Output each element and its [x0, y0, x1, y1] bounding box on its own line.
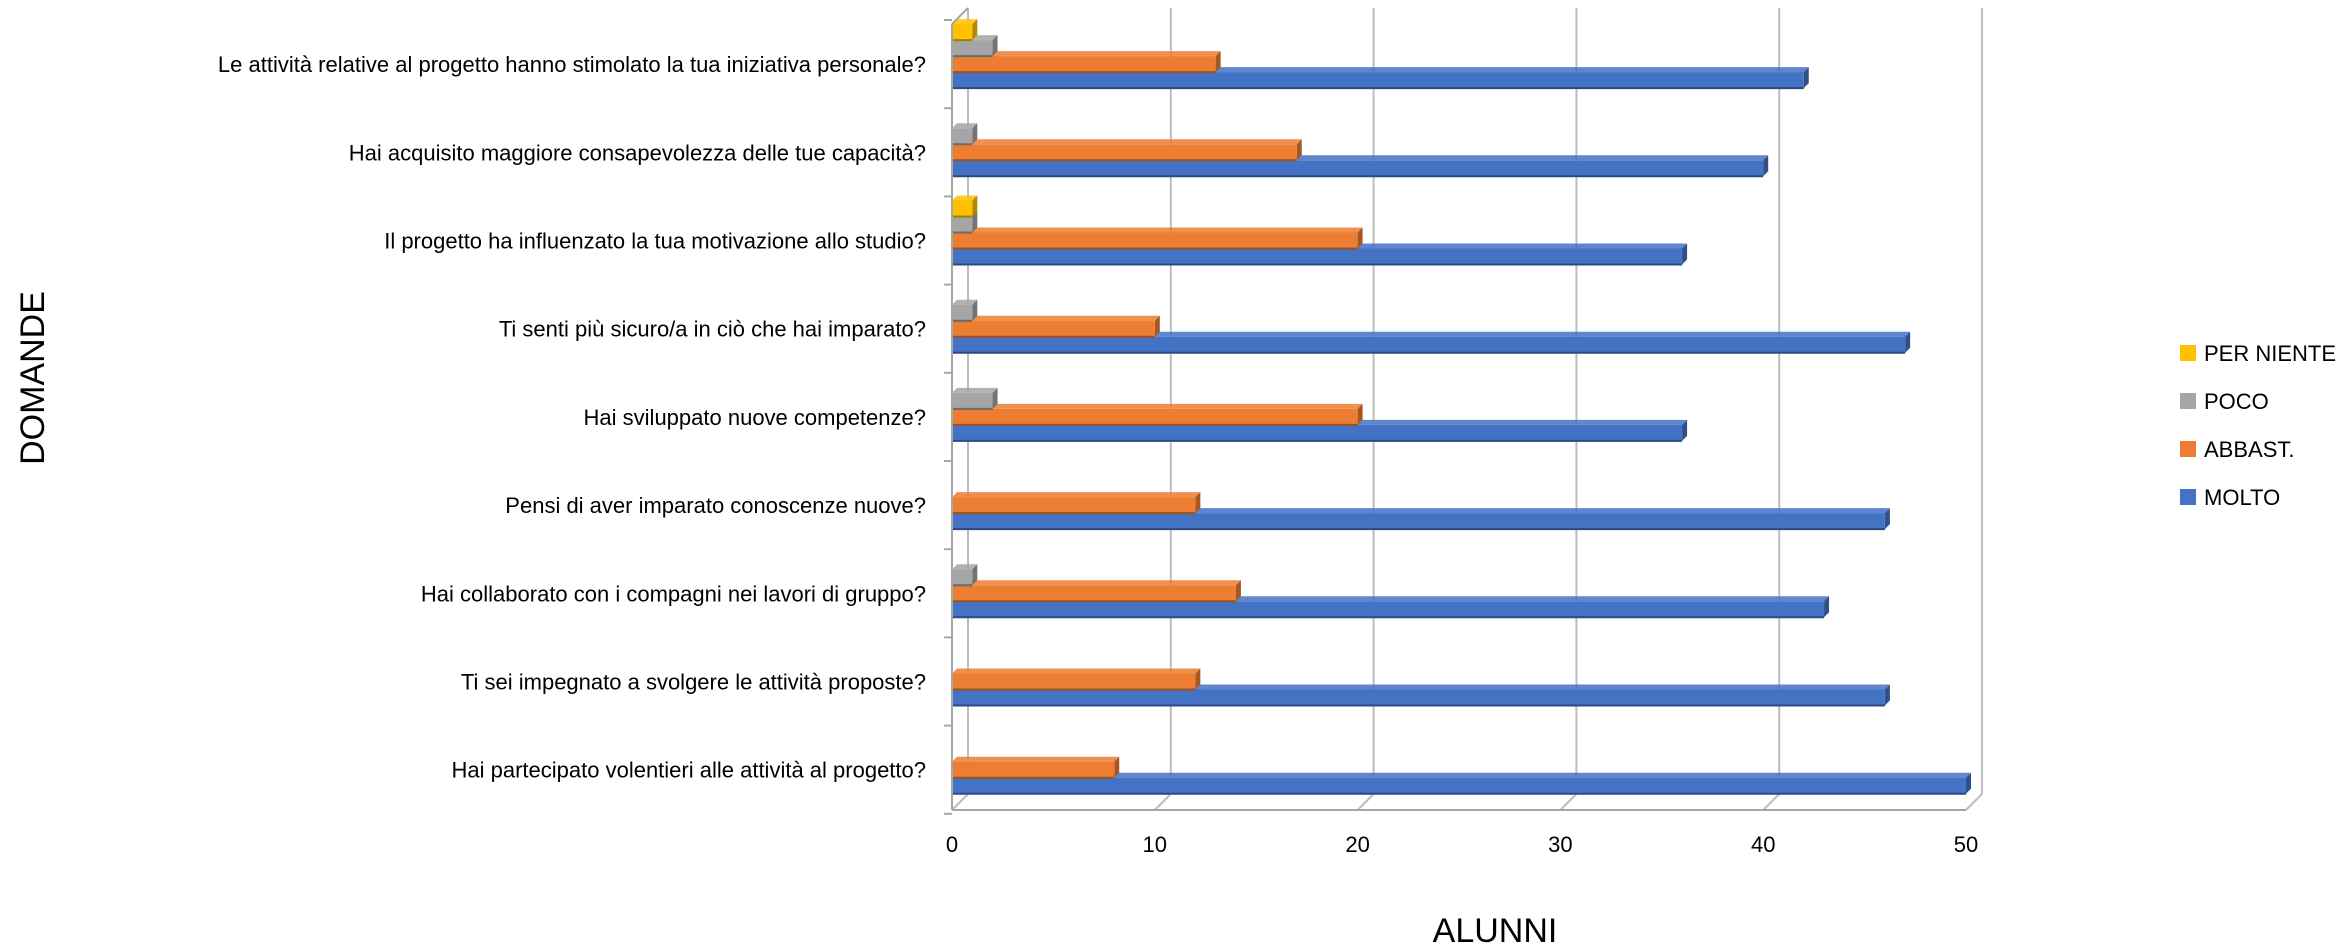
bar-abbast — [952, 668, 1201, 691]
floor-line-20 — [1356, 793, 1375, 811]
bar-face — [952, 128, 973, 145]
bar-poco — [952, 387, 998, 410]
bar-face — [952, 232, 1358, 249]
bar-face — [952, 200, 973, 217]
bar-abbast — [952, 227, 1363, 250]
bar-face — [952, 689, 1885, 706]
category-label: Ti senti più sicuro/a in ciò che hai imp… — [499, 317, 926, 342]
y-axis-title: DOMANDE — [14, 291, 52, 465]
legend-item: MOLTO — [2180, 485, 2280, 510]
x-axis-title: ALUNNI — [1433, 912, 1558, 946]
bar-abbast — [952, 492, 1201, 515]
category-label: Ti sei impegnato a svolgere le attività … — [461, 670, 926, 695]
bar-abbast — [952, 580, 1241, 603]
bar-face — [952, 24, 973, 41]
legend-swatch — [2180, 393, 2196, 409]
bar-face — [952, 761, 1115, 778]
bar-face — [952, 497, 1196, 514]
bar-face — [952, 336, 1906, 353]
x-tick-label: 30 — [1548, 832, 1572, 857]
bar-face — [952, 320, 1155, 337]
legend-item: ABBAST. — [2180, 437, 2294, 462]
bar-face — [952, 513, 1885, 530]
y-axis-depth — [951, 7, 969, 25]
bar-face — [952, 424, 1683, 441]
floor-line-40 — [1762, 793, 1780, 811]
bar-face — [952, 392, 993, 409]
x-tick-label: 10 — [1143, 832, 1167, 857]
x-tick-label: 50 — [1954, 832, 1978, 857]
bar-face — [952, 144, 1297, 161]
legend-label: POCO — [2204, 389, 2269, 414]
category-labels: Hai partecipato volentieri alle attività… — [218, 52, 926, 783]
category-label: Hai partecipato volentieri alle attività… — [452, 758, 927, 783]
bar-face — [952, 601, 1825, 618]
bar-poco — [952, 564, 978, 587]
bar-face — [952, 40, 993, 57]
bar-face — [952, 248, 1683, 265]
category-label: Le attività relative al progetto hanno s… — [218, 52, 926, 77]
floor-line-30 — [1559, 793, 1578, 811]
bar-abbast — [952, 315, 1160, 338]
legend-swatch — [2180, 441, 2196, 457]
category-label: Hai sviluppato nuove competenze? — [584, 405, 926, 430]
bar-face — [952, 408, 1358, 425]
bar-abbast — [952, 756, 1120, 779]
category-label: Pensi di aver imparato conoscenze nuove? — [505, 493, 926, 518]
bar-molto — [952, 772, 1971, 795]
legend-swatch — [2180, 345, 2196, 361]
legend: PER NIENTE POCO ABBAST. MOLTO — [2180, 341, 2336, 510]
x-tick-labels: 0 10 20 30 40 50 — [946, 832, 1978, 857]
legend-item: PER NIENTE — [2180, 341, 2336, 366]
bar-abbast — [952, 139, 1302, 162]
bars — [952, 19, 1971, 795]
floor-line-10 — [1154, 793, 1172, 811]
x-tick-label: 40 — [1751, 832, 1775, 857]
floor-line-50 — [1965, 793, 1983, 811]
bar-poco — [952, 123, 978, 146]
bar-poco — [952, 299, 978, 322]
bar-abbast — [952, 51, 1221, 74]
legend-label: MOLTO — [2204, 485, 2280, 510]
category-label: Il progetto ha influenzato la tua motiva… — [384, 229, 926, 254]
bar-face — [952, 72, 1804, 89]
bar-face — [952, 569, 973, 586]
bar-per-niente — [952, 195, 978, 218]
floor-line-0 — [951, 793, 969, 811]
gridlines — [951, 8, 1983, 811]
legend-label: ABBAST. — [2204, 437, 2294, 462]
bar-per-niente — [952, 19, 978, 42]
category-label: Hai acquisito maggiore consapevolezza de… — [349, 140, 926, 165]
bar-molto — [952, 331, 1911, 354]
axes — [944, 7, 1966, 815]
bar-face — [952, 585, 1236, 602]
bar-face — [952, 673, 1196, 690]
bar-face — [952, 56, 1216, 73]
bar-face — [952, 160, 1764, 177]
bar-face — [952, 777, 1966, 794]
bar-abbast — [952, 403, 1363, 426]
x-tick-label: 20 — [1345, 832, 1369, 857]
legend-swatch — [2180, 489, 2196, 505]
bar-face — [952, 304, 973, 321]
legend-item: POCO — [2180, 389, 2269, 414]
x-tick-label: 0 — [946, 832, 958, 857]
legend-label: PER NIENTE — [2204, 341, 2336, 366]
bar-face — [952, 216, 973, 233]
category-label: Hai collaborato con i compagni nei lavor… — [421, 581, 926, 606]
